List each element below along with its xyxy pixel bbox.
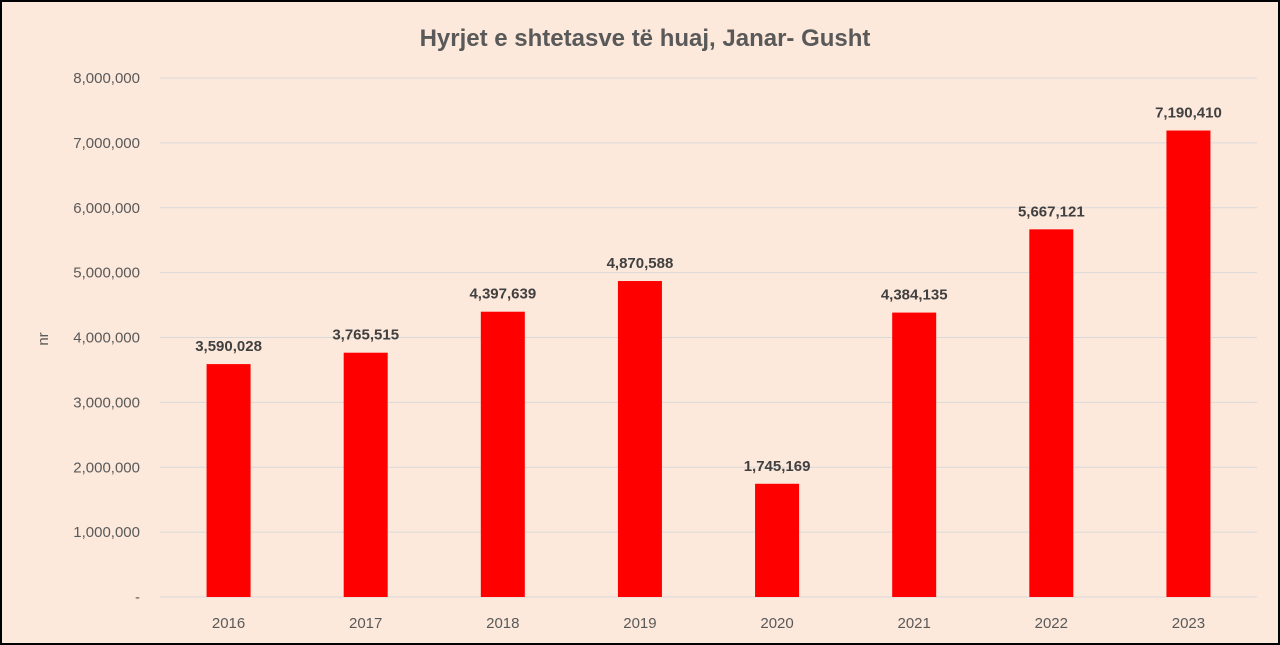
y-axis-ticks: - 1,000,000 2,000,000 3,000,000 4,000,000 5,0…	[73, 70, 140, 606]
y-tick-label: 7,000,000	[73, 135, 140, 152]
data-label: 3,765,515	[332, 327, 399, 344]
y-tick-label: 5,000,000	[73, 265, 140, 282]
x-axis-ticks: 2016 2017 2018 2019 2020 2021 2022 2023	[212, 615, 1205, 632]
bar	[892, 312, 937, 597]
x-tick-label: 2020	[760, 615, 793, 632]
y-tick-label: 4,000,000	[73, 330, 140, 347]
x-tick-label: 2022	[1035, 615, 1068, 632]
data-label: 7,190,410	[1155, 105, 1222, 122]
data-label: 4,397,639	[469, 286, 536, 303]
y-tick-label: 8,000,000	[73, 70, 140, 87]
data-labels: 3,590,028 3,765,515 4,397,639 4,870,588 1,74…	[195, 105, 1222, 475]
bars	[206, 130, 1211, 597]
bar	[206, 364, 251, 597]
y-axis-label: nr	[35, 332, 52, 345]
y-tick-label: 1,000,000	[73, 524, 140, 541]
bar	[1166, 130, 1211, 597]
x-tick-label: 2018	[486, 615, 519, 632]
chart-title: Hyrjet e shtetasve të huaj, Janar- Gusht	[420, 25, 871, 52]
x-tick-label: 2019	[623, 615, 656, 632]
bar	[617, 281, 662, 597]
y-tick-label: 2,000,000	[73, 459, 140, 476]
data-label: 5,667,121	[1018, 203, 1085, 220]
data-label: 1,745,169	[744, 458, 811, 475]
data-label: 4,870,588	[607, 255, 674, 272]
bar	[1029, 229, 1074, 597]
y-tick-label: -	[135, 589, 140, 606]
data-label: 4,384,135	[881, 287, 948, 304]
x-tick-label: 2017	[349, 615, 382, 632]
bar	[480, 311, 525, 597]
x-tick-label: 2016	[212, 615, 245, 632]
data-label: 3,590,028	[195, 338, 262, 355]
y-tick-label: 3,000,000	[73, 394, 140, 411]
x-tick-label: 2023	[1172, 615, 1205, 632]
gridlines	[160, 77, 1257, 598]
x-tick-label: 2021	[898, 615, 931, 632]
bar	[755, 483, 800, 597]
y-tick-label: 6,000,000	[73, 200, 140, 217]
bar	[343, 352, 388, 597]
